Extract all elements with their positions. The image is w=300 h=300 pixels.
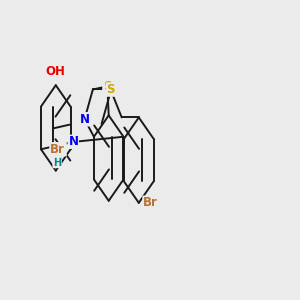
Text: S: S [106, 83, 115, 96]
Text: N: N [68, 135, 78, 148]
Text: N: N [80, 113, 89, 126]
Text: H: H [53, 158, 61, 168]
Text: OH: OH [46, 64, 66, 78]
Text: N: N [68, 135, 78, 148]
Text: Br: Br [143, 196, 158, 209]
Text: S: S [106, 83, 115, 96]
Text: Br: Br [50, 143, 65, 156]
Text: H: H [53, 157, 61, 167]
Text: S: S [103, 80, 112, 93]
Text: Br: Br [51, 143, 66, 156]
Text: Br: Br [143, 196, 158, 209]
Text: S: S [103, 80, 112, 93]
Text: N: N [80, 113, 89, 126]
Text: OH: OH [46, 65, 66, 79]
